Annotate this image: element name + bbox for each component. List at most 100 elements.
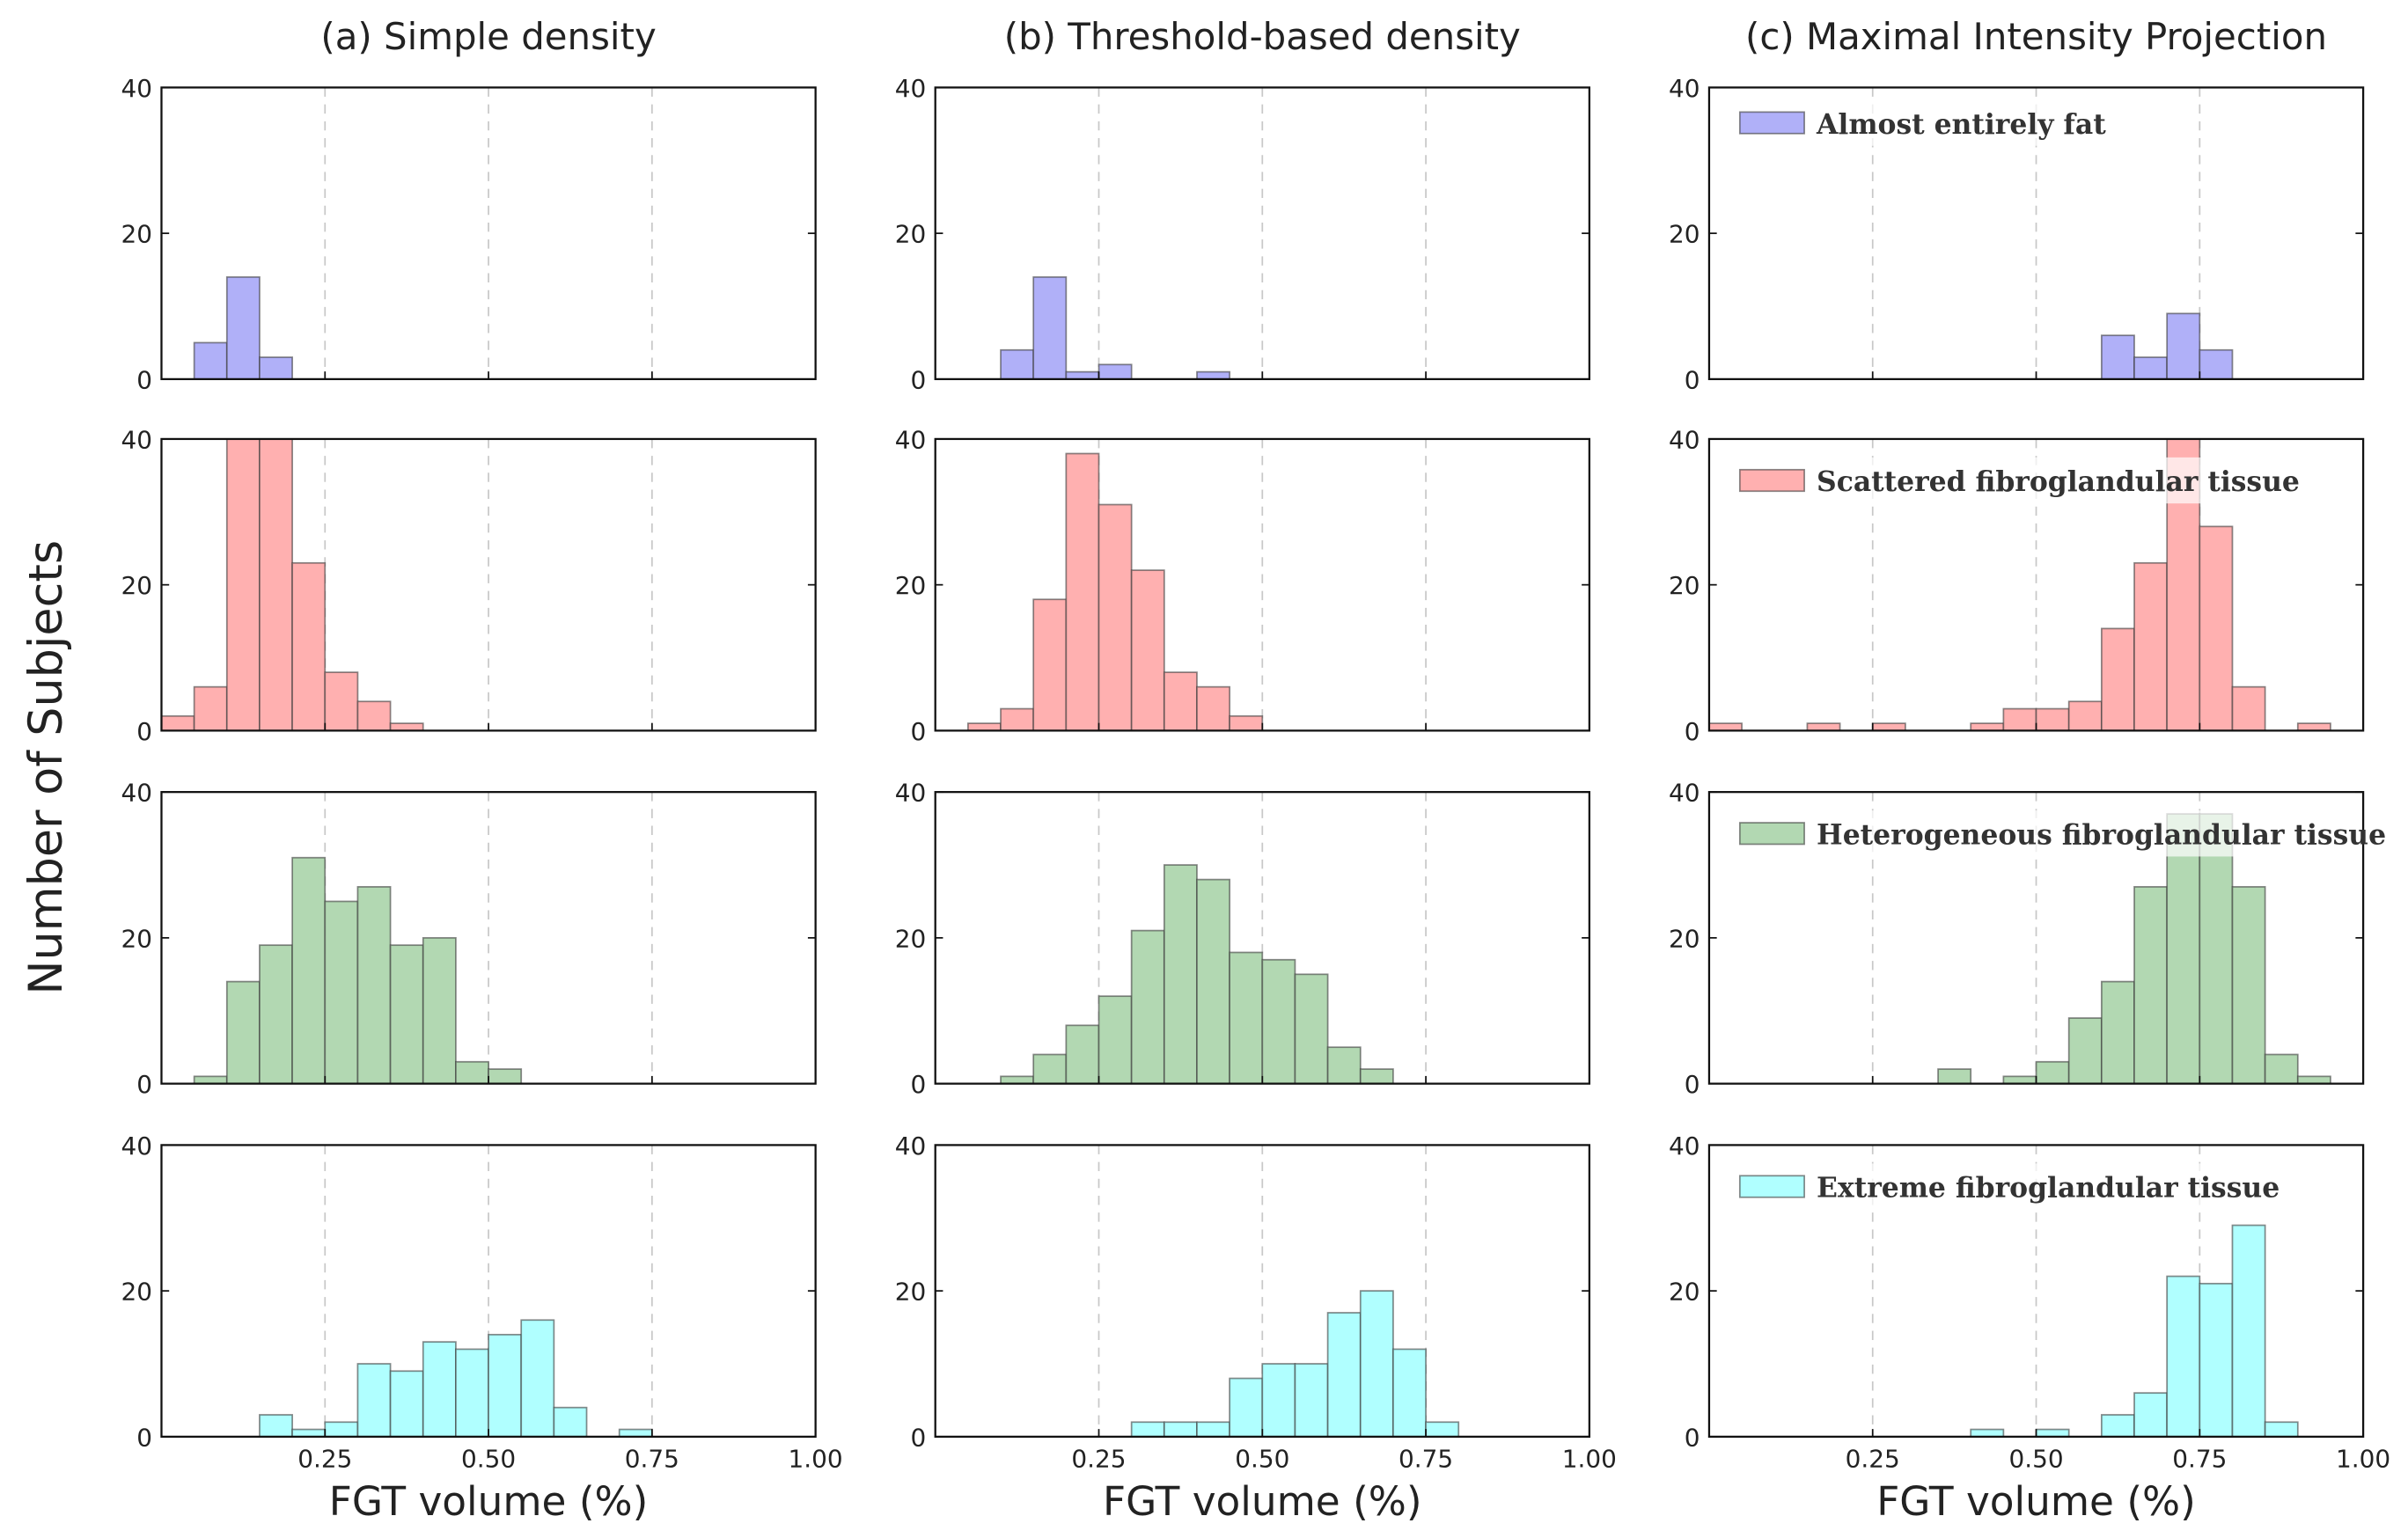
histogram-bar bbox=[1425, 1421, 1460, 1438]
histogram-bar bbox=[1229, 1377, 1264, 1438]
histogram-bar bbox=[356, 886, 392, 1085]
histogram-bar bbox=[2264, 1421, 2299, 1438]
panel-1-2: 0 20 40 bbox=[895, 779, 1591, 1099]
histogram-bar bbox=[259, 1414, 293, 1438]
legend: Almost entirely fat bbox=[1724, 99, 2109, 146]
histogram-bar bbox=[324, 900, 359, 1085]
y-tick-label: 20 bbox=[895, 220, 927, 249]
legend-label: Extreme fibroglandular tissue bbox=[1817, 1173, 2280, 1205]
x-tick-label: 0.50 bbox=[1235, 1445, 1289, 1474]
column-title: (a) Simple density bbox=[320, 15, 656, 58]
x-tick-label: 0.75 bbox=[1399, 1445, 1453, 1474]
histogram-bar bbox=[389, 722, 424, 732]
histogram-bar bbox=[2133, 886, 2169, 1085]
histogram-bar bbox=[455, 1060, 489, 1085]
histogram-bar bbox=[1229, 951, 1264, 1085]
histogram-bar bbox=[1261, 958, 1296, 1085]
y-tick-label: 20 bbox=[1669, 924, 1700, 953]
histogram-bar bbox=[193, 1075, 228, 1085]
histogram-bar bbox=[291, 561, 327, 732]
histogram-bar bbox=[1130, 1421, 1165, 1438]
histogram-bar bbox=[553, 1406, 588, 1438]
histogram-bar bbox=[2100, 1414, 2135, 1438]
histogram-bar bbox=[225, 980, 261, 1085]
histogram-bar bbox=[1032, 598, 1068, 732]
histogram-bar bbox=[2296, 1075, 2331, 1085]
histogram-bar bbox=[225, 438, 261, 732]
histogram-bar bbox=[1970, 1428, 2005, 1438]
histogram-bar bbox=[1065, 1024, 1100, 1085]
histogram-bar bbox=[1163, 671, 1198, 732]
y-tick-label: 40 bbox=[121, 74, 152, 103]
histogram-bar bbox=[1000, 707, 1035, 732]
histogram-bar bbox=[1294, 973, 1329, 1085]
y-tick-label: 20 bbox=[895, 1278, 927, 1307]
legend-swatch bbox=[1738, 111, 1805, 135]
histogram-bar bbox=[2166, 312, 2201, 380]
y-tick-label: 40 bbox=[895, 425, 927, 454]
histogram-bar bbox=[488, 1333, 523, 1438]
histogram-bar bbox=[1196, 685, 1231, 732]
y-tick-label: 20 bbox=[1669, 571, 1700, 600]
panel-0-0: 0 20 40 bbox=[121, 74, 817, 394]
panel-0-2: 0 20 40 bbox=[121, 779, 817, 1099]
histogram-bar bbox=[291, 1428, 327, 1438]
legend-swatch bbox=[1738, 1175, 1805, 1198]
histogram-bar bbox=[1032, 1053, 1068, 1085]
y-tick-label: 40 bbox=[121, 425, 152, 454]
legend: Heterogeneous fibroglandular tissue bbox=[1724, 810, 2386, 857]
x-axis-label: FGT volume (%) bbox=[329, 1478, 649, 1525]
x-tick-label: 0.75 bbox=[625, 1445, 679, 1474]
histogram-bar bbox=[455, 1348, 489, 1438]
y-tick-label: 20 bbox=[1669, 1278, 1700, 1307]
x-tick-label: 0.25 bbox=[1846, 1445, 1900, 1474]
histogram-bar bbox=[2199, 525, 2234, 732]
y-tick-label: 20 bbox=[895, 571, 927, 600]
histogram-bar bbox=[2133, 356, 2169, 380]
y-tick-label: 20 bbox=[121, 220, 152, 249]
x-tick-label: 0.75 bbox=[2172, 1445, 2227, 1474]
histogram-bar bbox=[1294, 1363, 1329, 1438]
y-tick-label: 20 bbox=[121, 1278, 152, 1307]
y-tick-label: 40 bbox=[895, 74, 927, 103]
histogram-bar bbox=[1163, 864, 1198, 1085]
histogram-bar bbox=[2231, 886, 2266, 1085]
histogram-bar bbox=[2067, 1017, 2103, 1085]
histogram-bar bbox=[2231, 1224, 2266, 1438]
histogram-bar bbox=[225, 276, 261, 380]
legend-background bbox=[1724, 457, 2293, 504]
histogram-bar bbox=[356, 700, 392, 732]
histogram-bar bbox=[1359, 1068, 1394, 1085]
histogram-bar bbox=[193, 685, 228, 732]
x-axis-label: FGT volume (%) bbox=[1103, 1478, 1422, 1525]
histogram-bar bbox=[1970, 722, 2005, 732]
histogram-bar bbox=[259, 438, 293, 732]
y-tick-label: 0 bbox=[1685, 717, 1700, 746]
histogram-bar bbox=[2035, 1428, 2070, 1438]
legend-background bbox=[1724, 1163, 2247, 1210]
y-tick-label: 40 bbox=[121, 1132, 152, 1161]
histogram-bar bbox=[324, 1421, 359, 1438]
y-tick-label: 0 bbox=[1685, 1423, 1700, 1452]
panel-1-1: 0 20 40 bbox=[895, 425, 1591, 746]
histogram-bar bbox=[422, 1341, 457, 1438]
y-tick-label: 20 bbox=[1669, 220, 1700, 249]
legend-background bbox=[1724, 810, 2339, 857]
panel-0-1: 0 20 40 bbox=[121, 425, 817, 746]
y-tick-label: 40 bbox=[895, 779, 927, 808]
y-tick-label: 0 bbox=[910, 1423, 926, 1452]
legend: Extreme fibroglandular tissue bbox=[1724, 1163, 2280, 1210]
y-tick-label: 40 bbox=[1669, 779, 1700, 808]
histogram-bar bbox=[1326, 1312, 1362, 1438]
histogram-bar bbox=[1937, 1068, 1972, 1085]
histogram-bar bbox=[389, 1370, 424, 1438]
histogram-bar bbox=[2035, 707, 2070, 732]
histogram-bar bbox=[1098, 503, 1133, 732]
y-tick-label: 0 bbox=[1685, 365, 1700, 394]
y-tick-label: 20 bbox=[121, 924, 152, 953]
y-axis-label: Number of Subjects bbox=[19, 540, 73, 995]
histogram-bar bbox=[1196, 370, 1231, 380]
legend-label: Scattered fibroglandular tissue bbox=[1817, 466, 2300, 498]
histogram-bar bbox=[1163, 1421, 1198, 1438]
histogram-bar bbox=[1392, 1348, 1427, 1438]
